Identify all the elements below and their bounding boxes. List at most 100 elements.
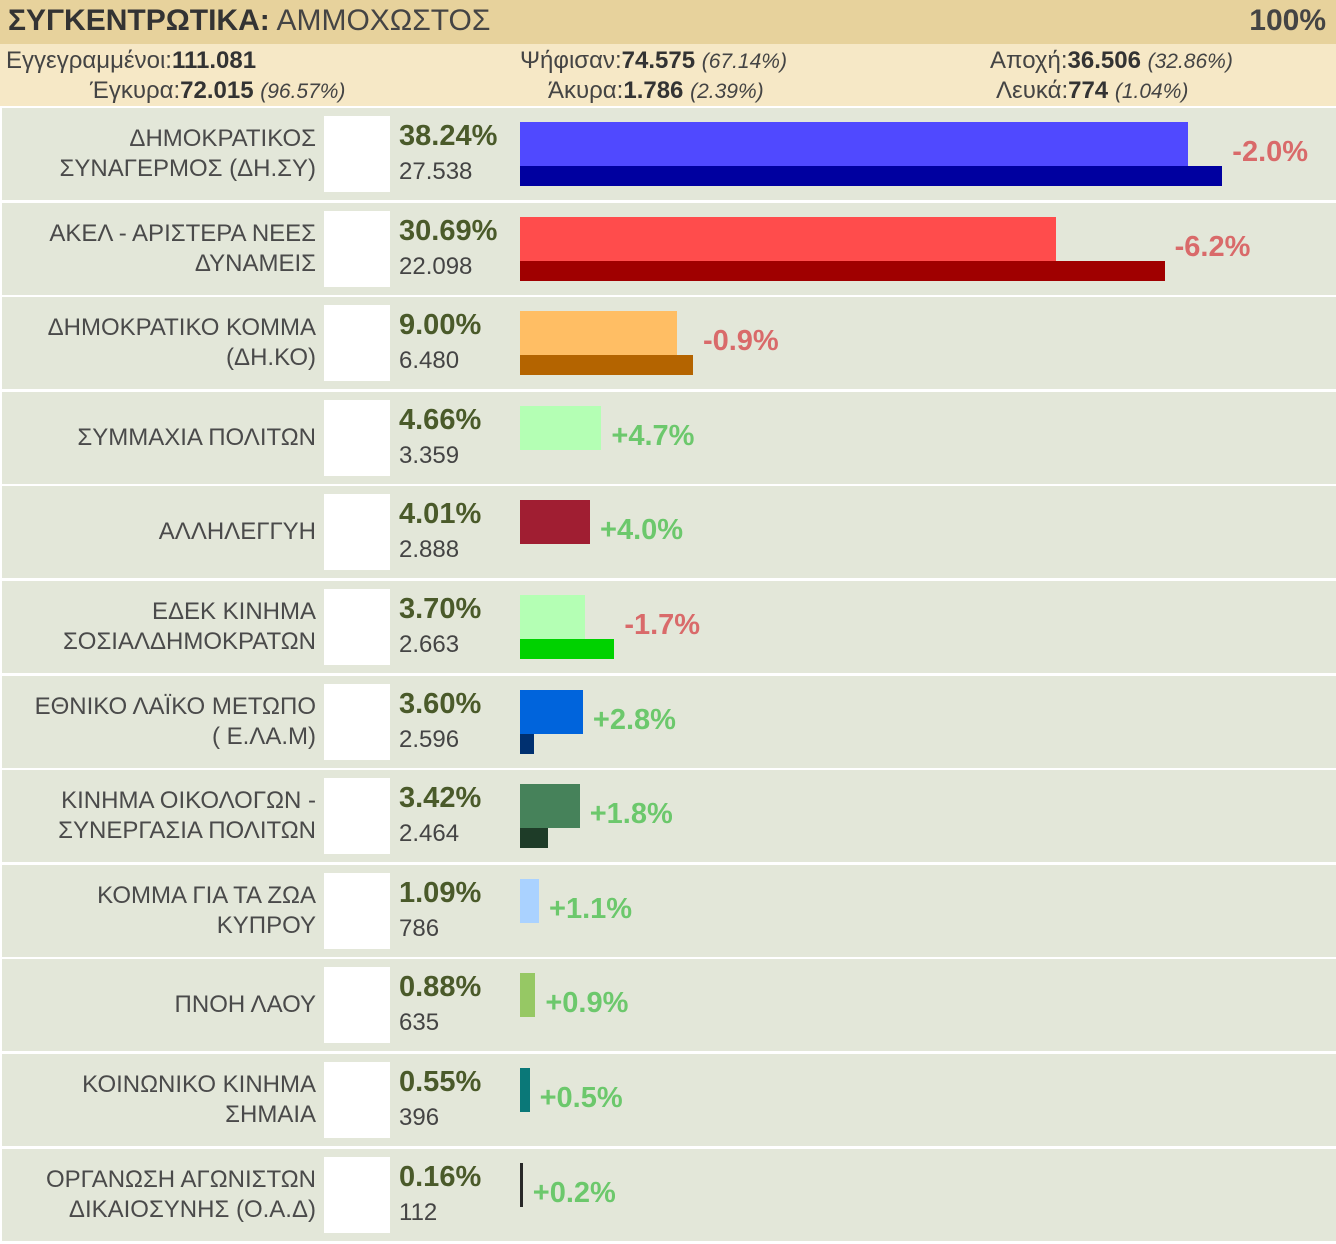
party-percentage: 0.88% (399, 971, 482, 1003)
elam-logo (324, 684, 390, 760)
change-label: +4.7% (611, 420, 695, 452)
party-percentage: 4.01% (399, 498, 482, 530)
party-name: ΠΝΟΗ ΛΑΟΥ (0, 959, 316, 1051)
change-label: +0.2% (532, 1177, 616, 1209)
current-result-bar (520, 1068, 530, 1112)
party-percentage: 9.00% (399, 309, 482, 341)
change-label: -6.2% (1174, 231, 1251, 263)
counted-percentage: 100% (1249, 4, 1326, 37)
party-votes: 112 (399, 1199, 438, 1226)
party-votes: 2.663 (399, 631, 460, 658)
party-name: ΑΛΛΗΛΕΓΓΥΗ (0, 486, 316, 578)
party-votes: 6.480 (399, 347, 460, 374)
previous-result-bar (520, 355, 693, 375)
change-label: +1.8% (589, 798, 673, 830)
party-name: ΕΘΝΙΚΟ ΛΑΪΚΟ ΜΕΤΩΠΟ ( Ε.ΛΑ.Μ) (0, 676, 316, 768)
party-name: ΑΚΕΛ - ΑΡΙΣΤΕΡΑ ΝΕΕΣ ΔΥΝΑΜΕΙΣ (0, 203, 316, 295)
party-name-line: ΚΥΠΡΟΥ (216, 912, 316, 939)
party-name-line: ΕΔΕΚ ΚΙΝΗΜΑ (151, 598, 316, 625)
previous-result-bar (520, 828, 548, 848)
party-votes: 396 (399, 1104, 440, 1131)
current-result-bar (520, 406, 602, 450)
edek-logo (324, 589, 390, 665)
oikologoi-logo (324, 778, 390, 854)
party-name-line: (ΔΗ.ΚΟ) (226, 344, 316, 371)
blank-stat: Λευκά:774 (1.04%) (996, 77, 1189, 104)
change-label: -2.0% (1232, 136, 1309, 168)
party-row: ΠΝΟΗ ΛΑΟΥ 0.88% 635 +0.9% (2, 959, 1336, 1051)
party-name-line: ΚΟΜΜΑ ΓΙΑ ΤΑ ΖΩΑ (97, 882, 316, 909)
voted-stat: Ψήφισαν:74.575 (67.14%) (520, 47, 787, 74)
party-name-line: ΣΟΣΙΑΛΔΗΜΟΚΡΑΤΩΝ (62, 628, 316, 655)
change-label: +0.5% (539, 1082, 623, 1114)
party-name: ΔΗΜΟΚΡΑΤΙΚΟΣ ΣΥΝΑΓΕΡΜΟΣ (ΔΗ.ΣΥ) (0, 108, 316, 200)
party-percentage: 3.60% (399, 688, 482, 720)
change-label: +1.1% (549, 893, 633, 925)
current-result-bar (520, 1163, 523, 1207)
party-name-line: ΣΗΜΑΙΑ (225, 1101, 316, 1128)
previous-result-bar (520, 734, 534, 754)
previous-result-bar (520, 166, 1223, 186)
party-name-line: ΑΛΛΗΛΕΓΓΥΗ (158, 518, 316, 545)
party-row: ΚΙΝΗΜΑ ΟΙΚΟΛΟΓΩΝ - ΣΥΝΕΡΓΑΣΙΑ ΠΟΛΙΤΩΝ 3.42… (2, 770, 1336, 862)
party-row: ΣΥΜΜΑΧΙΑ ΠΟΛΙΤΩΝ 4.66% 3.359 +4.7% (2, 392, 1336, 484)
party-percentage: 30.69% (399, 215, 498, 247)
party-row: ΔΗΜΟΚΡΑΤΙΚΟΣ ΣΥΝΑΓΕΡΜΟΣ (ΔΗ.ΣΥ) 38.24% 27.5… (2, 108, 1336, 200)
party-row: ΟΡΓΑΝΩΣΗ ΑΓΩΝΙΣΤΩΝ ΔΙΚΑΙΟΣΥΝΗΣ (Ο.Α.Δ) 0.1… (2, 1149, 1336, 1241)
symmaxia-logo (324, 400, 390, 476)
party-row: ΚΟΙΝΩΝΙΚΟ ΚΙΝΗΜΑ ΣΗΜΑΙΑ 0.55% 396 +0.5% (2, 1054, 1336, 1146)
current-result-bar (520, 311, 678, 355)
party-name-line: ΟΡΓΑΝΩΣΗ ΑΓΩΝΙΣΤΩΝ (46, 1166, 316, 1193)
party-percentage: 3.70% (399, 593, 482, 625)
party-name: ΚΙΝΗΜΑ ΟΙΚΟΛΟΓΩΝ - ΣΥΝΕΡΓΑΣΙΑ ΠΟΛΙΤΩΝ (0, 770, 316, 862)
party-name: ΣΥΜΜΑΧΙΑ ΠΟΛΙΤΩΝ (0, 392, 316, 484)
party-votes: 3.359 (399, 442, 460, 469)
party-votes: 2.888 (399, 536, 460, 563)
party-votes: 2.596 (399, 726, 460, 753)
current-result-bar (520, 122, 1189, 166)
change-label: -0.9% (702, 325, 779, 357)
party-name: ΔΗΜΟΚΡΑΤΙΚΟ ΚΟΜΜΑ (ΔΗ.ΚΟ) (0, 297, 316, 389)
party-name-line: ΚΟΙΝΩΝΙΚΟ ΚΙΝΗΜΑ (82, 1071, 316, 1098)
party-name: ΟΡΓΑΝΩΣΗ ΑΓΩΝΙΣΤΩΝ ΔΙΚΑΙΟΣΥΝΗΣ (Ο.Α.Δ) (0, 1149, 316, 1241)
party-name-line: ΔΗΜΟΚΡΑΤΙΚΟ ΚΟΜΜΑ (47, 314, 316, 341)
current-result-bar (520, 217, 1057, 261)
simaia-logo (324, 1062, 390, 1138)
previous-result-bar (520, 639, 615, 659)
party-name-line: ΑΚΕΛ - ΑΡΙΣΤΕΡΑ ΝΕΕΣ (49, 220, 316, 247)
invalid-stat: Άκυρα:1.786 (2.39%) (548, 77, 764, 104)
party-row: ΑΚΕΛ - ΑΡΙΣΤΕΡΑ ΝΕΕΣ ΔΥΝΑΜΕΙΣ 30.69% 22.098… (2, 203, 1336, 295)
current-result-bar (520, 879, 540, 923)
party-name-line: ( Ε.ΛΑ.Μ) (211, 723, 316, 750)
party-percentage: 4.66% (399, 404, 482, 436)
current-result-bar (520, 500, 591, 544)
party-name: ΚΟΙΝΩΝΙΚΟ ΚΙΝΗΜΑ ΣΗΜΑΙΑ (0, 1054, 316, 1146)
dhsy-logo (324, 116, 390, 192)
party-name-line: ΣΥΝΕΡΓΑΣΙΑ ΠΟΛΙΤΩΝ (58, 817, 316, 844)
pnoi-logo (324, 967, 390, 1043)
change-label: -1.7% (624, 609, 701, 641)
current-result-bar (520, 595, 585, 639)
party-name-line: ΕΘΝΙΚΟ ΛΑΪΚΟ ΜΕΤΩΠΟ (34, 693, 316, 720)
oad-logo (324, 1157, 390, 1233)
registered-stat: Εγγεγραμμένοι:111.081 (6, 47, 257, 74)
current-result-bar (520, 690, 583, 734)
zoa-logo (324, 873, 390, 949)
party-votes: 27.538 (399, 158, 473, 185)
party-name: ΕΔΕΚ ΚΙΝΗΜΑ ΣΟΣΙΑΛΔΗΜΟΚΡΑΤΩΝ (0, 581, 316, 673)
turnout-stats: Εγγεγραμμένοι:111.081 Ψήφισαν:74.575 (67… (0, 44, 1336, 106)
party-row: ΚΟΜΜΑ ΓΙΑ ΤΑ ΖΩΑ ΚΥΠΡΟΥ 1.09% 786 +1.1% (2, 865, 1336, 957)
current-result-bar (520, 784, 580, 828)
party-percentage: 1.09% (399, 877, 482, 909)
party-percentage: 0.16% (399, 1161, 482, 1193)
party-votes: 22.098 (399, 253, 473, 280)
party-name: ΚΟΜΜΑ ΓΙΑ ΤΑ ΖΩΑ ΚΥΠΡΟΥ (0, 865, 316, 957)
page-title: ΣΥΓΚΕΝΤΡΩΤΙΚΑ: ΑΜΜΟΧΩΣΤΟΣ (8, 4, 491, 37)
previous-result-bar (520, 261, 1165, 281)
party-percentage: 3.42% (399, 782, 482, 814)
change-label: +0.9% (545, 987, 629, 1019)
change-label: +4.0% (600, 514, 684, 546)
abstention-stat: Αποχή:36.506 (32.86%) (990, 47, 1233, 74)
party-row: ΕΔΕΚ ΚΙΝΗΜΑ ΣΟΣΙΑΛΔΗΜΟΚΡΑΤΩΝ 3.70% 2.663 -1.… (2, 581, 1336, 673)
dhko-logo (324, 305, 390, 381)
